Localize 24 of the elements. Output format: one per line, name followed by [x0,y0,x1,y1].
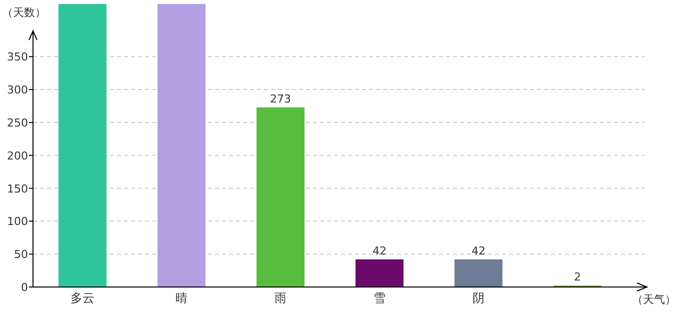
data-label: 42 [372,244,386,258]
x-tick-label: 阴 [472,291,484,305]
y-tick-label: 0 [21,281,28,294]
bar [256,107,304,287]
x-axis-title: （天气） [632,293,676,306]
x-tick-label: 雪 [374,291,386,305]
data-label: 273 [270,92,291,106]
y-tick-label: 350 [7,50,28,64]
bar [356,259,404,287]
data-label: 42 [472,244,486,258]
x-tick-label: 晴 [176,291,188,305]
x-tick-label: 雨 [274,291,286,305]
x-tick-label: 多云 [70,291,94,305]
y-axis-title: （天数） [2,6,46,19]
y-tick-label: 200 [7,149,28,162]
y-tick-label: 150 [7,182,28,196]
data-label: 2 [574,270,581,284]
y-tick-label: 100 [7,215,28,228]
y-tick-label: 300 [7,84,28,97]
bar [454,259,502,287]
bar [158,4,206,287]
y-tick-label: 50 [14,248,28,262]
bar [58,4,106,287]
y-tick-label: 250 [7,116,28,130]
